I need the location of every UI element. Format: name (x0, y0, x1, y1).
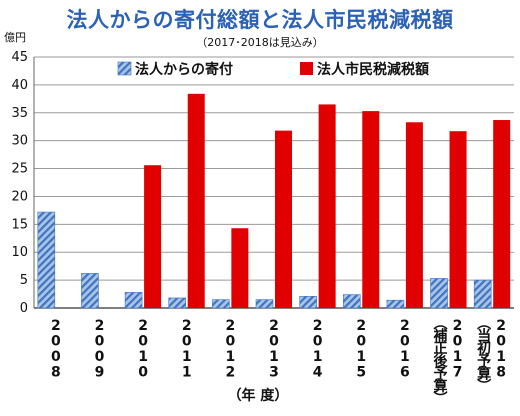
legend-swatch-donation (117, 61, 132, 76)
bar-tax-reduction (405, 122, 423, 308)
bar-corporate-donation (430, 278, 448, 309)
bar-tax-reduction (275, 130, 292, 308)
y-tick-label: 5 (20, 273, 28, 288)
legend-label-donation: 法人からの寄付 (135, 61, 233, 78)
x-tick-note: ︵補正後予算︶ (433, 316, 449, 408)
bar-tax-reduction (493, 120, 511, 308)
y-tick-label: 25 (11, 162, 28, 177)
legend-swatch-tax (300, 62, 313, 75)
chart-title: 法人からの寄付総額と法人市民税減税額 (66, 8, 454, 32)
y-unit-label: 億円 (4, 31, 26, 44)
y-tick-label: 20 (11, 189, 28, 204)
x-tick-note: ︵当初予算︶ (476, 316, 491, 395)
bar-corporate-donation (168, 297, 187, 309)
chart-subtitle: （2017･2018は見込み） (196, 36, 324, 49)
bar-corporate-donation (212, 299, 230, 309)
bar-tax-reduction (449, 131, 467, 308)
bar-corporate-donation (342, 294, 361, 309)
bar-tax-reduction (231, 228, 249, 308)
x-axis-label: （年 度） (228, 387, 289, 404)
y-tick-label: 35 (11, 106, 28, 121)
y-tick-label: 45 (11, 50, 28, 65)
bar-corporate-donation (124, 292, 143, 309)
bar-tax-reduction (187, 93, 205, 309)
y-tick-label: 30 (11, 134, 28, 149)
y-tick-label: 40 (11, 78, 28, 93)
legend-label-tax: 法人市民税減税額 (317, 61, 429, 78)
bar-tax-reduction (144, 165, 162, 308)
bar-corporate-donation (37, 211, 56, 309)
y-tick-label: 15 (11, 217, 28, 232)
bar-corporate-donation (255, 299, 274, 309)
bar-tax-reduction (362, 111, 380, 308)
y-tick-label: 10 (11, 245, 28, 260)
y-tick-label: 0 (20, 301, 28, 316)
bar-corporate-donation (81, 273, 99, 309)
bar-corporate-donation (386, 299, 405, 309)
bar-corporate-donation (299, 295, 317, 309)
bar-corporate-donation (473, 279, 492, 309)
bar-tax-reduction (318, 104, 336, 309)
